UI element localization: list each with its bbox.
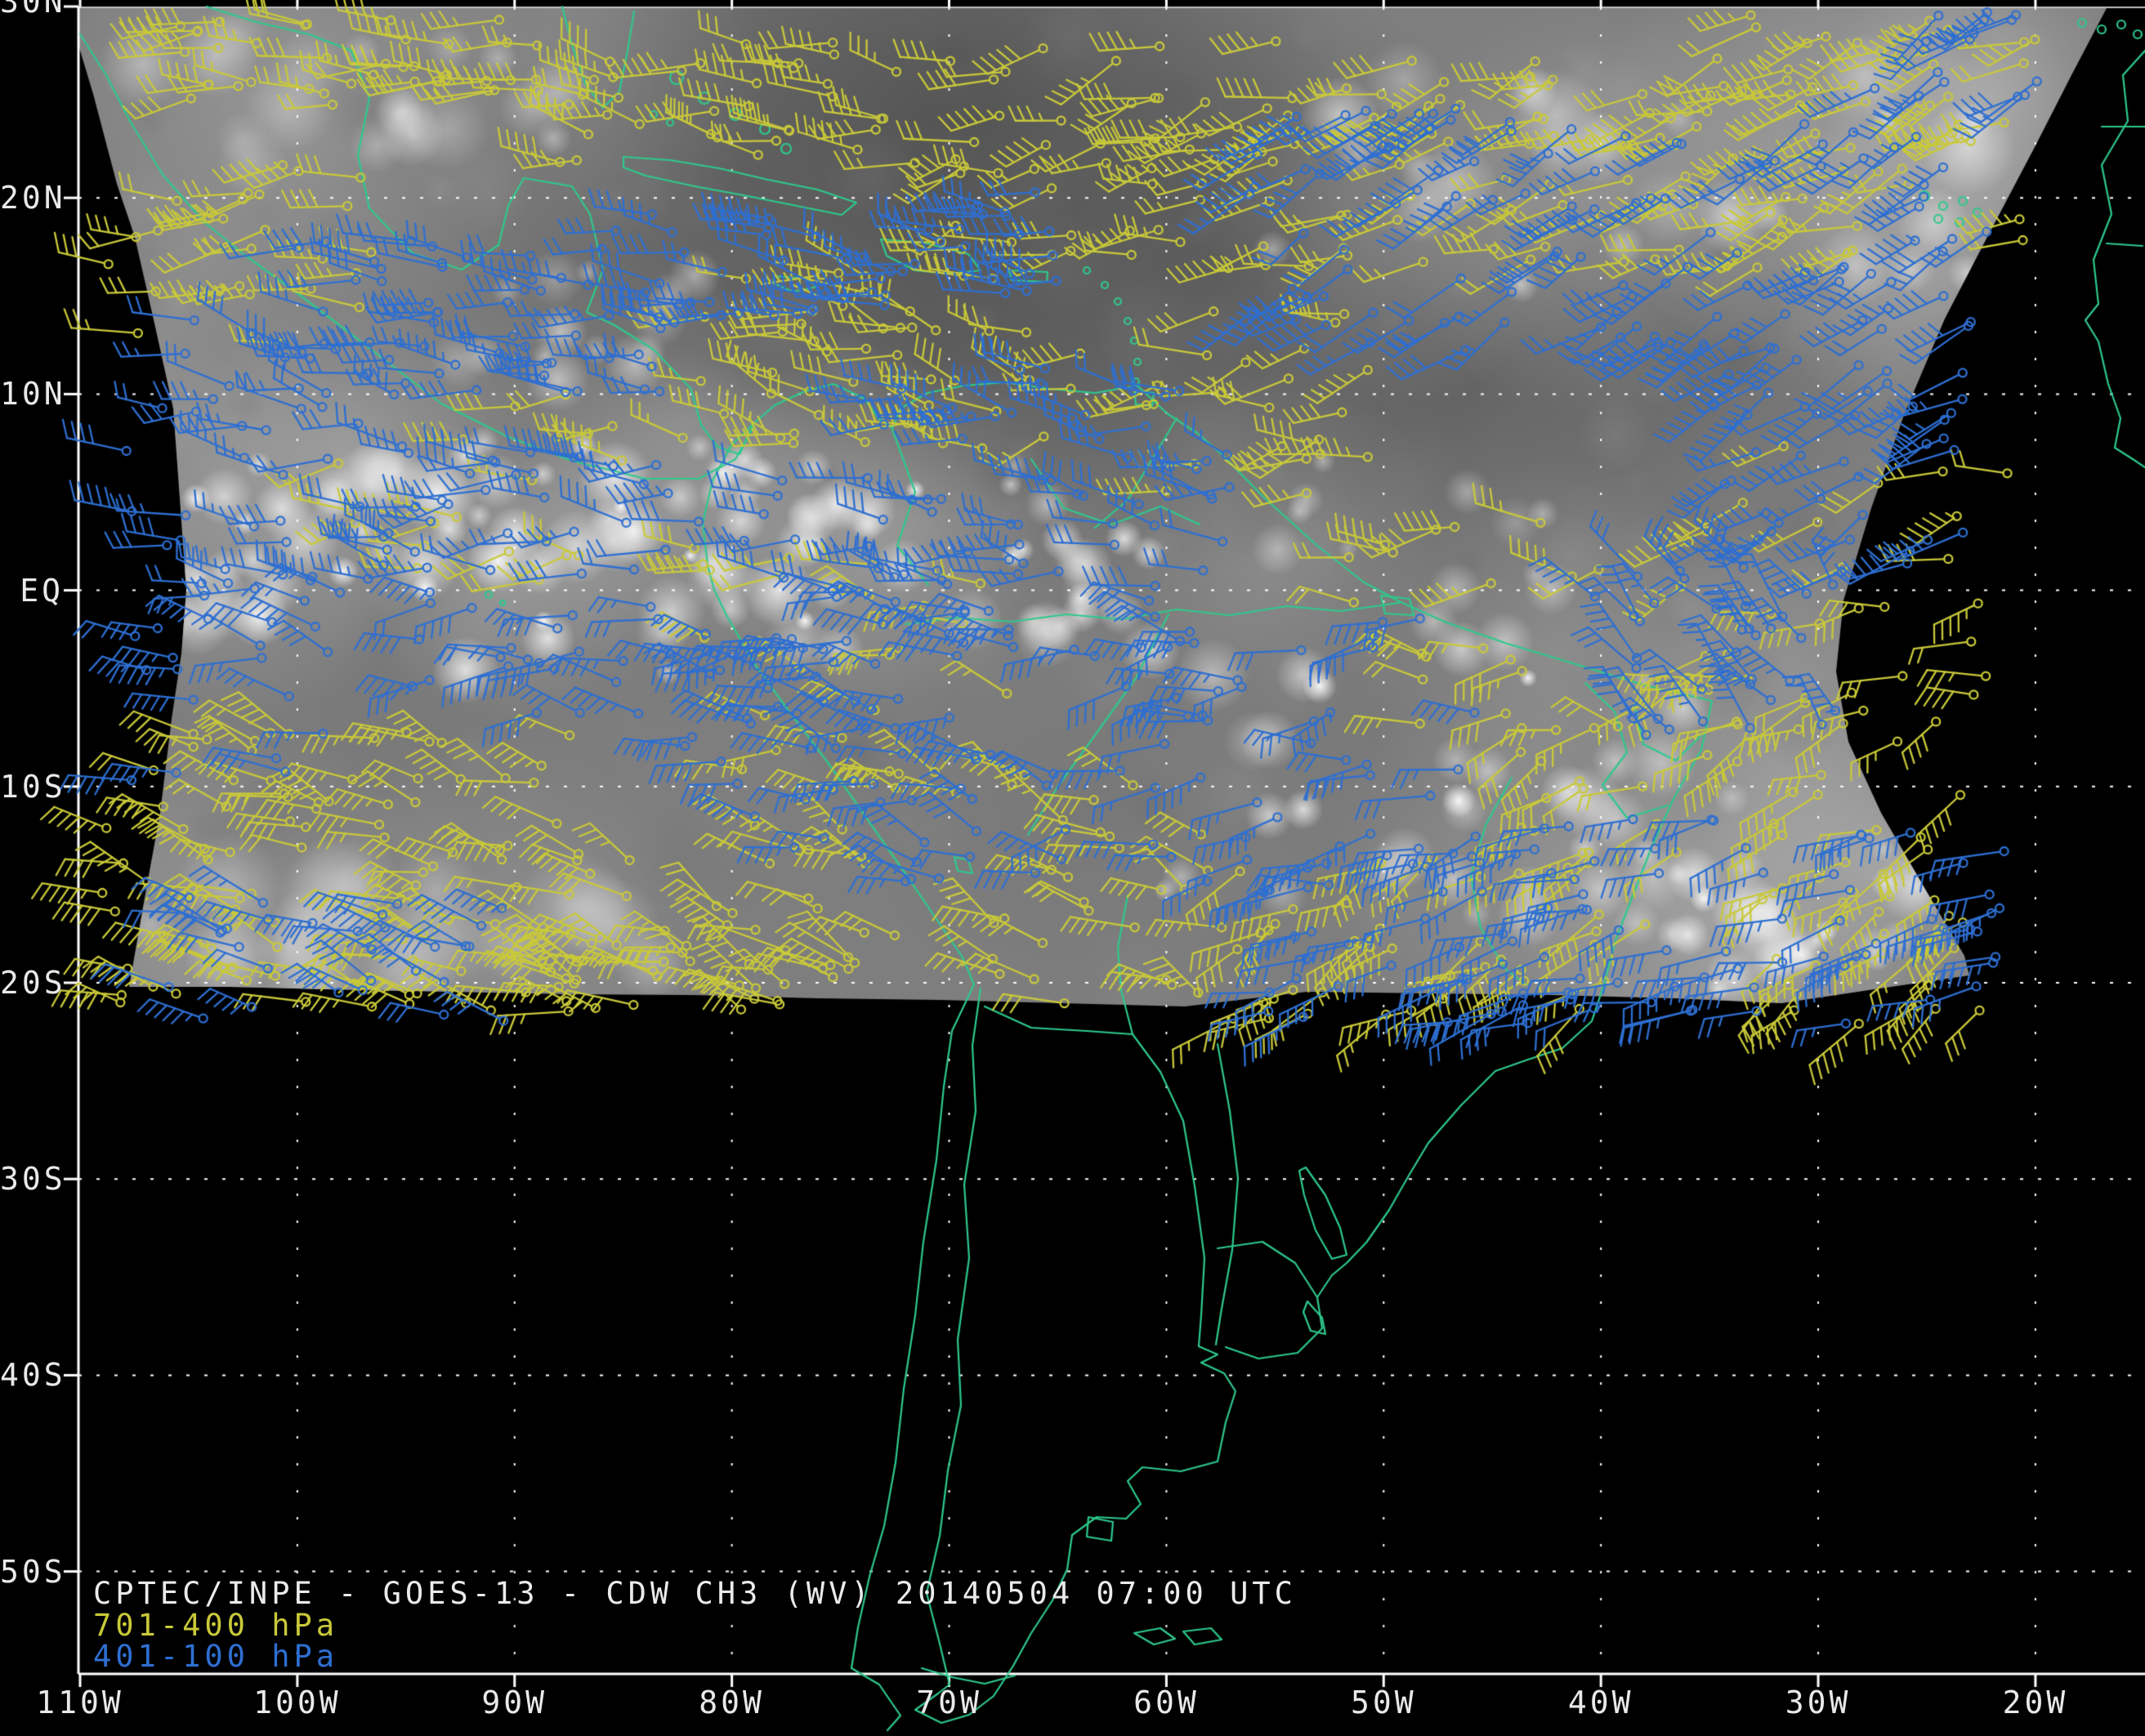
lon-label-50W: 50W [1350, 1685, 1417, 1720]
lat-label-30N: 30N [0, 0, 66, 20]
lon-label-80W: 80W [699, 1685, 765, 1720]
lon-label-20W: 20W [2002, 1685, 2069, 1720]
lat-label-50S: 50S [0, 1553, 66, 1590]
lon-label-30W: 30W [1785, 1685, 1852, 1720]
lat-label-20N: 20N [0, 180, 66, 216]
lon-label-90W: 90W [481, 1685, 548, 1720]
lon-label-60W: 60W [1133, 1685, 1200, 1720]
lon-label-100W: 100W [253, 1685, 342, 1720]
lon-label-40W: 40W [1567, 1685, 1634, 1720]
legend-mid-level-label: 701-400 hPa [93, 1608, 339, 1643]
lat-label-EQ: EQ [20, 572, 64, 609]
legend-upper-level-label: 401-100 hPa [93, 1639, 339, 1674]
lat-label-10N: 10N [0, 376, 66, 413]
lat-label-40S: 40S [0, 1357, 66, 1394]
map-title: CPTEC/INPE - GOES-13 - CDW CH3 (WV) 2014… [93, 1576, 1297, 1611]
lat-label-30S: 30S [0, 1161, 66, 1198]
lat-label-20S: 20S [0, 965, 66, 1001]
lat-label-10S: 10S [0, 768, 66, 805]
lon-label-110W: 110W [36, 1685, 124, 1720]
lon-label-70W: 70W [916, 1685, 982, 1720]
